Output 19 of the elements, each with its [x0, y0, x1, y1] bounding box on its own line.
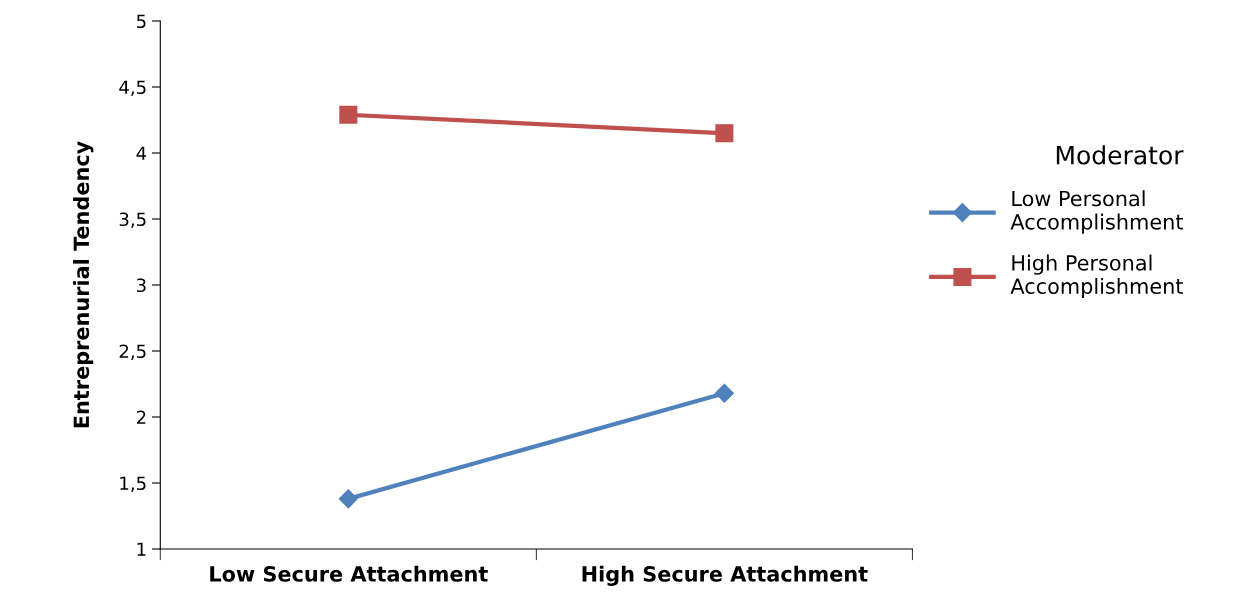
y-tick-label: 4,5	[119, 80, 146, 96]
point	[715, 124, 734, 143]
y-tick-label: 5	[137, 14, 146, 29]
y-tick-label: 2	[136, 410, 146, 424]
y-tick-label: 3,5	[119, 212, 146, 228]
point	[338, 489, 358, 509]
x-tick-label: High Secure Attachment	[582, 565, 868, 586]
y-tick-label: 4	[136, 146, 147, 160]
legend-label: High Personal Accomplishment	[1010, 254, 1184, 299]
x-tick-label: Low Secure Attachment	[210, 565, 488, 582]
legend-title: Moderator	[1056, 145, 1184, 165]
y-axis-title: Entreprenurial Tendency	[73, 141, 94, 428]
point	[714, 383, 734, 403]
legend-label: Low Personal Accomplishment	[1010, 190, 1184, 234]
y-tick-label: 3	[136, 278, 146, 293]
point	[339, 105, 358, 124]
y-tick-label: 1,5	[120, 476, 146, 492]
y-tick-label: 2,5	[119, 344, 146, 360]
y-tick-label: 1	[137, 542, 146, 556]
